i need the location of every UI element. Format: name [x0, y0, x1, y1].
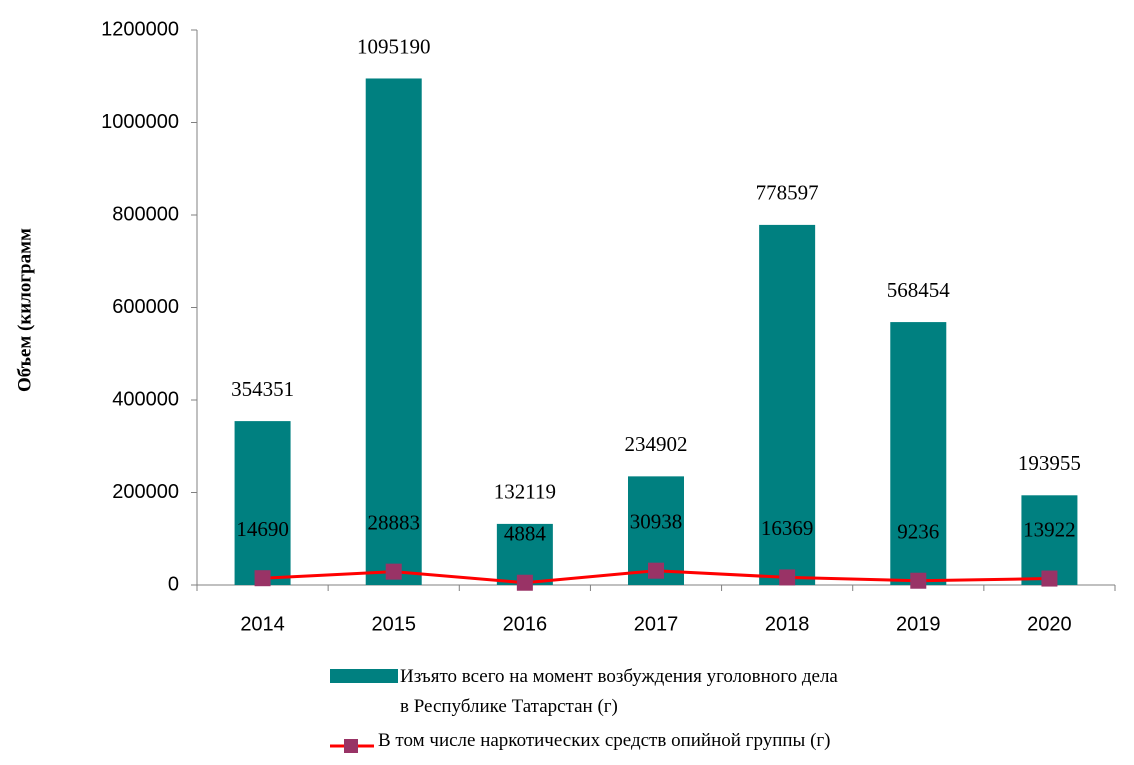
- y-axis-label: Объем (килограмм: [14, 228, 35, 392]
- y-tick-label: 600000: [112, 296, 179, 318]
- y-tick-label: 200000: [112, 481, 179, 503]
- y-tick-label: 400000: [112, 388, 179, 410]
- x-tick-label: 2018: [765, 613, 810, 635]
- bar: [1021, 495, 1078, 585]
- marker: [516, 574, 533, 591]
- data-label: 568454: [887, 278, 951, 302]
- x-tick-label: 2019: [896, 613, 941, 635]
- data-label: 14690: [236, 517, 289, 541]
- data-label: 193955: [1018, 451, 1081, 475]
- x-tick-label: 2015: [371, 613, 416, 635]
- x-tick-label: 2014: [240, 613, 285, 635]
- data-label: 132119: [494, 480, 556, 504]
- bar: [759, 224, 816, 586]
- marker: [385, 563, 402, 580]
- data-label: 30938: [630, 510, 683, 534]
- x-tick-label: 2017: [634, 613, 679, 635]
- data-label: 9236: [897, 520, 939, 544]
- data-label: 13922: [1023, 517, 1076, 541]
- legend-label: В том числе наркотических средств опийно…: [378, 730, 831, 751]
- x-tick-label: 2016: [503, 613, 548, 635]
- y-tick-label: 800000: [112, 203, 179, 225]
- y-tick-label: 1000000: [101, 111, 179, 133]
- data-label: 4884: [504, 522, 547, 546]
- bar: [365, 78, 422, 586]
- data-label: 354351: [231, 377, 294, 401]
- data-label: 28883: [367, 510, 420, 534]
- y-tick-label: 1200000: [101, 18, 179, 40]
- data-label: 778597: [756, 181, 819, 205]
- legend-label: Изъято всего на момент возбуждения уголо…: [400, 666, 838, 717]
- legend-item: Изъято всего на момент возбуждения уголо…: [330, 662, 1130, 722]
- bar: [234, 421, 291, 585]
- data-label: 16369: [761, 516, 814, 540]
- legend: Изъято всего на момент возбуждения уголо…: [330, 662, 1130, 760]
- data-label: 1095190: [357, 34, 431, 58]
- marker: [648, 562, 664, 579]
- marker: [910, 572, 927, 589]
- marker: [1041, 570, 1058, 587]
- marker: [779, 569, 796, 586]
- data-label: 234902: [625, 432, 688, 456]
- legend-item: В том числе наркотических средств опийно…: [330, 726, 1130, 756]
- legend-swatch: [330, 669, 398, 683]
- legend-swatch: [330, 733, 374, 753]
- chart: Объем (килограмм 0 200000 400000 600000 8000…: [14, 18, 1116, 635]
- x-tick-label: 2020: [1027, 613, 1072, 635]
- y-tick-label: 0: [168, 573, 179, 595]
- bar: [890, 322, 947, 585]
- marker: [254, 570, 271, 587]
